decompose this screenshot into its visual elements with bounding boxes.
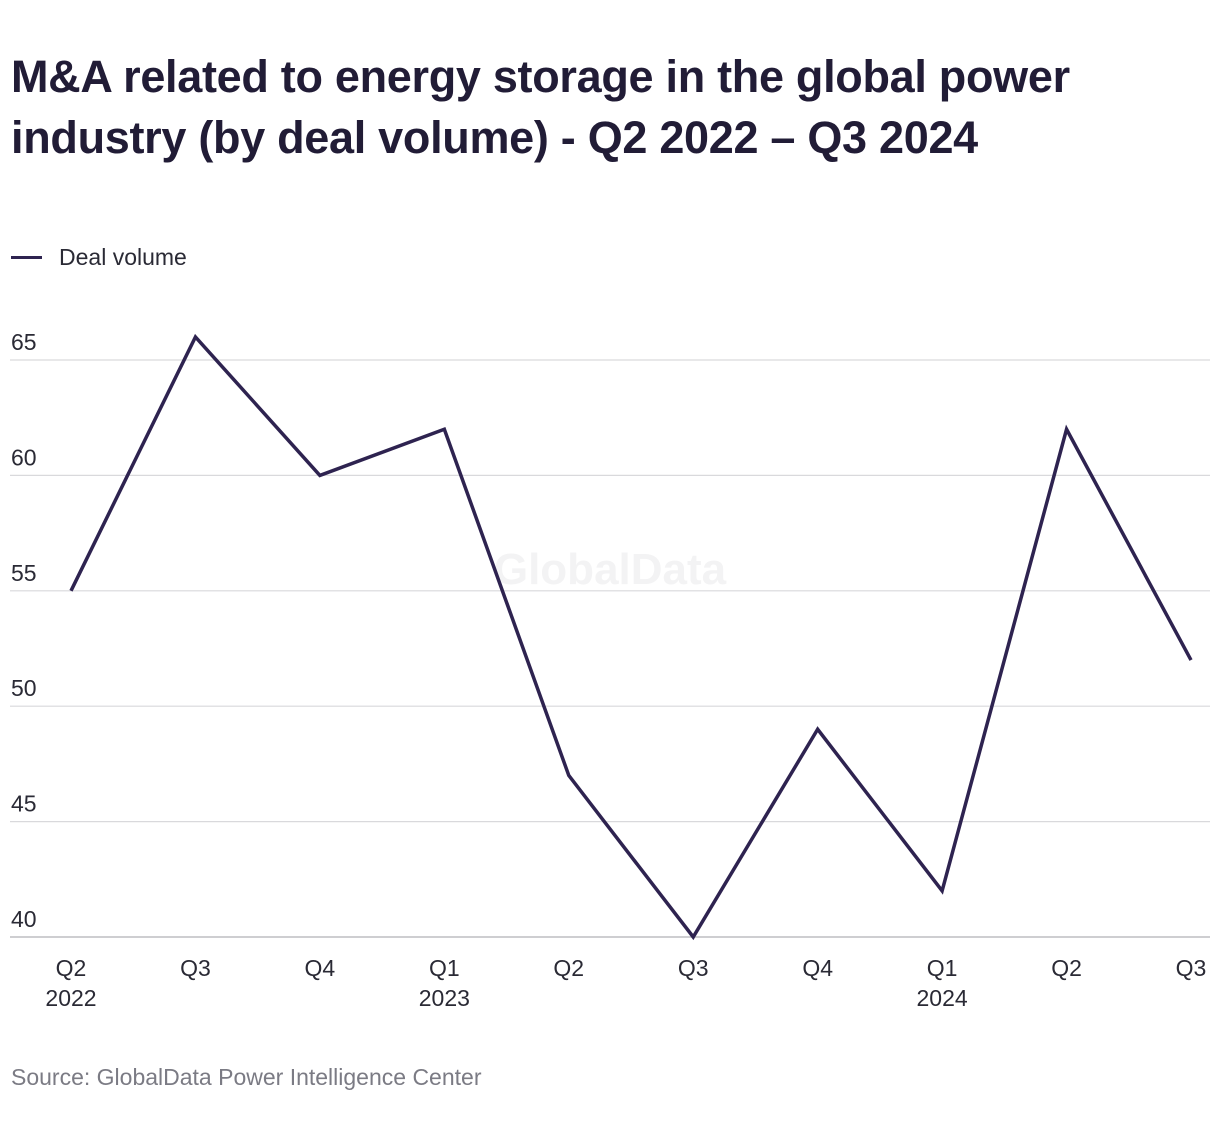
y-tick-label: 60 — [11, 444, 37, 470]
y-tick-label: 65 — [11, 329, 37, 355]
series-line-deal-volume — [69, 333, 1193, 941]
x-tick-label: Q1 — [429, 955, 460, 981]
y-tick-label: 55 — [11, 560, 37, 586]
x-tick-label: Q2 — [1051, 955, 1082, 981]
y-tick-label: 50 — [11, 675, 37, 701]
x-tick-label: Q2 — [553, 955, 584, 981]
x-tick-label: Q1 — [927, 955, 958, 981]
x-tick-label: Q3 — [180, 955, 211, 981]
legend-swatch-deal-volume — [11, 255, 42, 259]
x-tick-label: Q2 — [56, 955, 87, 981]
chart-legend: Deal volume — [11, 242, 187, 272]
y-axis-ticks: 40 45 50 55 60 65 — [11, 329, 37, 932]
y-tick-label: 45 — [11, 791, 37, 817]
y-tick-label: 40 — [11, 906, 37, 932]
chart-title: M&A related to energy storage in the glo… — [11, 51, 1070, 163]
x-tick-year-label: 2024 — [917, 985, 968, 1011]
x-tick-year-label: 2023 — [419, 985, 470, 1011]
watermark: GlobalData — [494, 545, 727, 594]
series-deal-volume — [69, 333, 1193, 941]
x-tick-label: Q4 — [802, 955, 833, 981]
x-tick-label: Q3 — [678, 955, 709, 981]
legend-label-deal-volume: Deal volume — [59, 243, 187, 270]
source-note: Source: GlobalData Power Intelligence Ce… — [11, 1064, 482, 1090]
x-tick-label: Q3 — [1176, 955, 1207, 981]
x-tick-year-label: 2022 — [45, 985, 96, 1011]
gridlines — [10, 359, 1210, 938]
x-tick-label: Q4 — [305, 955, 336, 981]
x-axis-ticks: Q2 2022 Q3 Q4 Q1 2023 Q2 Q3 Q4 Q1 2024 Q2 Q3 — [45, 955, 1206, 1011]
